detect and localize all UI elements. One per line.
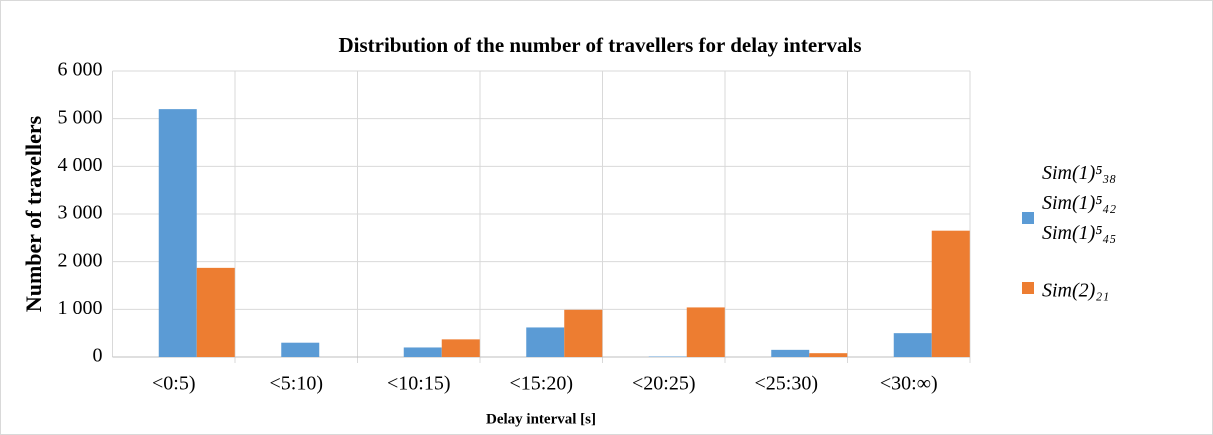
bar xyxy=(526,327,565,357)
y-tick-label: 6 000 xyxy=(58,59,103,81)
bar xyxy=(931,230,970,357)
bar xyxy=(441,339,480,357)
y-axis-title: Number of travellers xyxy=(21,115,46,312)
bar xyxy=(564,309,603,357)
legend-line: Sim(1)⁵₄₅ xyxy=(1042,222,1116,244)
legend-swatch xyxy=(1022,282,1034,294)
legend-label: Sim(2)₂₁ xyxy=(1042,280,1109,302)
y-tick-label: 1 000 xyxy=(58,297,103,319)
bar xyxy=(686,307,725,357)
bar xyxy=(403,347,442,357)
bar xyxy=(196,267,235,357)
y-tick-label: 0 xyxy=(93,345,103,367)
x-tick-label: <5:10) xyxy=(270,373,324,395)
y-tick-label: 3 000 xyxy=(58,202,103,224)
x-tick-label: <0:5) xyxy=(152,373,196,395)
y-tick-label: 2 000 xyxy=(58,249,103,271)
bar xyxy=(809,353,848,357)
legend-label: Sim(1)⁵₃₈ Sim(1)⁵₄₂ Sim(1)⁵₄₅ xyxy=(1042,162,1116,244)
x-tick-label: <10:15) xyxy=(387,373,451,395)
x-axis-title: Delay interval [s] xyxy=(486,411,596,427)
bar xyxy=(771,349,810,357)
bar xyxy=(158,109,197,357)
y-tick-label: 5 000 xyxy=(58,106,103,128)
x-tick-label: <25:30) xyxy=(755,373,819,395)
bar xyxy=(893,333,932,357)
chart-title: Distribution of the number of travellers… xyxy=(338,33,861,57)
legend-swatch xyxy=(1022,212,1034,224)
bar xyxy=(281,342,320,357)
legend-line: Sim(1)⁵₃₈ xyxy=(1042,162,1116,184)
y-tick-label: 4 000 xyxy=(58,154,103,176)
x-tick-label: <30:∞) xyxy=(880,373,938,395)
x-tick-label: <15:20) xyxy=(510,373,574,395)
x-tick-label: <20:25) xyxy=(632,373,696,395)
legend-line: Sim(1)⁵₄₂ xyxy=(1042,192,1116,214)
